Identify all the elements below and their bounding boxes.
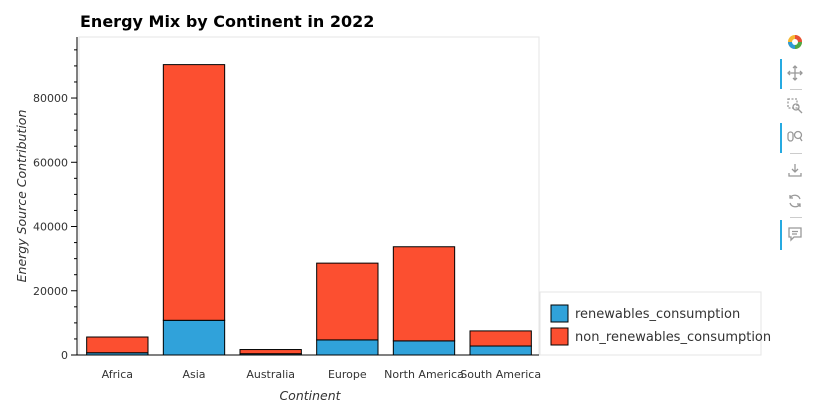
save-icon[interactable] [780, 158, 810, 182]
legend-label: renewables_consumption [575, 307, 740, 322]
bokeh-logo-icon[interactable] [780, 30, 810, 54]
x-tick-label: Europe [328, 368, 367, 381]
bar-renewables-north-america[interactable] [392, 340, 456, 356]
bar-non-renewables-asia[interactable] [162, 64, 226, 321]
x-tick-label: Australia [246, 368, 295, 381]
bar-renewables-asia[interactable] [162, 319, 226, 356]
wheel-zoom-icon[interactable] [780, 123, 810, 153]
bar-renewables-europe[interactable] [316, 339, 379, 356]
legend-swatch [550, 327, 569, 346]
x-tick-label: Africa [102, 368, 133, 381]
bar-non-renewables-africa[interactable] [86, 336, 149, 354]
y-tick-label: 0 [61, 349, 68, 362]
bar-non-renewables-south-america[interactable] [469, 330, 532, 347]
box-zoom-icon[interactable] [780, 94, 810, 118]
legend-label: non_renewables_consumption [575, 330, 771, 345]
toolbar [780, 30, 810, 253]
y-tick-label: 40000 [33, 221, 68, 234]
x-tick-label: North America [384, 368, 464, 381]
bar-non-renewables-north-america[interactable] [392, 246, 456, 342]
y-tick-label: 60000 [33, 156, 68, 169]
y-axis-label: Energy Source Contribution [14, 110, 29, 283]
chart-title: Energy Mix by Continent in 2022 [80, 12, 374, 31]
x-tick-label: South America [460, 368, 541, 381]
bar-non-renewables-europe[interactable] [316, 262, 379, 341]
x-tick-label: Asia [182, 368, 205, 381]
legend-swatch [550, 304, 569, 323]
pan-icon[interactable] [780, 59, 810, 89]
y-tick-label: 20000 [33, 285, 68, 298]
hover-icon[interactable] [780, 220, 810, 250]
reset-icon[interactable] [780, 189, 810, 213]
legend: renewables_consumption non_renewables_con… [539, 291, 771, 356]
bar-renewables-south-america[interactable] [469, 345, 532, 356]
plot-frame [78, 36, 540, 356]
x-axis-label: Continent [279, 388, 341, 403]
y-tick-label: 80000 [33, 92, 68, 105]
bar-non-renewables-australia[interactable] [239, 349, 302, 355]
